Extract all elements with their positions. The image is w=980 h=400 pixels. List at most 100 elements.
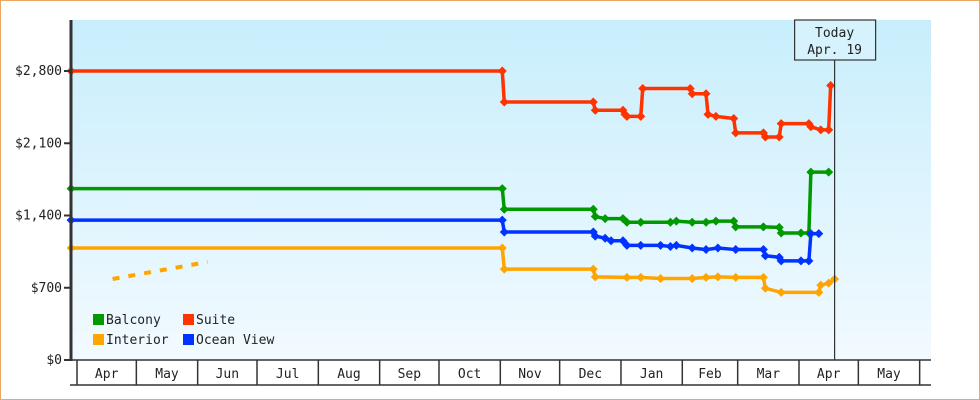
data-point[interactable] (774, 132, 784, 142)
legend-item-interior[interactable]: Interior (93, 333, 169, 348)
data-point[interactable] (636, 111, 646, 121)
data-point[interactable] (600, 214, 610, 224)
data-point[interactable] (816, 125, 826, 135)
x-tick-label: Jan (640, 367, 663, 382)
data-point[interactable] (731, 272, 741, 282)
data-point[interactable] (701, 245, 711, 255)
x-tick-label: May (877, 367, 901, 382)
data-point[interactable] (701, 217, 711, 227)
data-point[interactable] (824, 167, 834, 177)
data-point[interactable] (796, 256, 806, 266)
data-point[interactable] (776, 287, 786, 297)
legend-swatch (93, 314, 104, 325)
legend-label: Balcony (106, 313, 161, 328)
data-point[interactable] (701, 89, 711, 99)
data-point[interactable] (499, 264, 509, 274)
legend-label: Suite (196, 313, 235, 328)
data-point[interactable] (758, 272, 768, 282)
today-label: Today (815, 26, 854, 41)
data-point[interactable] (814, 287, 824, 297)
x-tick-label: Oct (458, 367, 481, 382)
legend-item-suite[interactable]: Suite (183, 313, 235, 328)
data-point[interactable] (588, 204, 598, 214)
data-point[interactable] (760, 132, 770, 142)
data-point[interactable] (499, 227, 509, 237)
data-point[interactable] (687, 217, 697, 227)
data-point[interactable] (731, 245, 741, 255)
data-point[interactable] (713, 272, 723, 282)
x-tick-label: Nov (518, 367, 542, 382)
data-point[interactable] (731, 128, 741, 138)
y-tick-label: $0 (46, 353, 62, 368)
data-point[interactable] (760, 283, 770, 293)
data-point[interactable] (711, 111, 721, 121)
data-point[interactable] (711, 216, 721, 226)
data-point[interactable] (588, 264, 598, 274)
data-point[interactable] (499, 97, 509, 107)
data-point[interactable] (636, 217, 646, 227)
y-tick-label: $2,100 (15, 136, 62, 151)
data-point[interactable] (497, 66, 507, 76)
data-point[interactable] (636, 272, 646, 282)
data-point[interactable] (806, 229, 816, 239)
series-ocean-view (66, 215, 824, 266)
data-point[interactable] (687, 273, 697, 283)
data-point[interactable] (826, 80, 836, 90)
x-tick-label: Apr (95, 367, 119, 382)
data-point[interactable] (806, 167, 816, 177)
projection-line (112, 259, 208, 281)
data-point[interactable] (590, 212, 600, 222)
legend-item-balcony[interactable]: Balcony (93, 313, 161, 328)
data-point[interactable] (590, 231, 600, 241)
data-point[interactable] (816, 280, 826, 290)
data-point[interactable] (804, 256, 814, 266)
data-point[interactable] (703, 109, 713, 119)
data-point[interactable] (729, 113, 739, 123)
legend-item-ocean-view[interactable]: Ocean View (183, 333, 274, 348)
data-point[interactable] (671, 240, 681, 250)
data-point[interactable] (622, 217, 632, 227)
data-point[interactable] (776, 228, 786, 238)
data-point[interactable] (622, 272, 632, 282)
series-balcony (66, 167, 834, 238)
legend-swatch (183, 314, 194, 325)
data-point[interactable] (606, 236, 616, 246)
today-date: Apr. 19 (807, 43, 862, 58)
today-box (794, 19, 877, 61)
data-point[interactable] (497, 243, 507, 253)
data-point[interactable] (814, 229, 824, 239)
data-point[interactable] (760, 251, 770, 261)
x-tick-label: Feb (698, 367, 722, 382)
data-point[interactable] (687, 89, 697, 99)
data-point[interactable] (776, 256, 786, 266)
data-point[interactable] (671, 216, 681, 226)
data-point[interactable] (824, 125, 834, 135)
data-point[interactable] (824, 278, 834, 288)
data-point[interactable] (497, 184, 507, 194)
data-point[interactable] (701, 272, 711, 282)
data-point[interactable] (497, 215, 507, 225)
series-suite (66, 66, 836, 142)
data-point[interactable] (638, 84, 648, 94)
data-point[interactable] (636, 240, 646, 250)
data-point[interactable] (656, 240, 666, 250)
data-point[interactable] (758, 222, 768, 232)
y-tick-label: $700 (31, 281, 62, 296)
x-tick-label: Dec (579, 367, 602, 382)
data-point[interactable] (665, 241, 675, 251)
data-point[interactable] (731, 222, 741, 232)
data-point[interactable] (622, 240, 632, 250)
data-point[interactable] (796, 228, 806, 238)
data-point[interactable] (687, 243, 697, 253)
data-point[interactable] (588, 97, 598, 107)
data-point[interactable] (499, 204, 509, 214)
data-point[interactable] (656, 273, 666, 283)
data-point[interactable] (622, 111, 632, 121)
x-tick-label: Sep (398, 367, 422, 382)
data-point[interactable] (590, 105, 600, 115)
data-point[interactable] (776, 119, 786, 129)
data-point[interactable] (590, 272, 600, 282)
data-point[interactable] (806, 122, 816, 132)
data-point[interactable] (713, 243, 723, 253)
data-point[interactable] (665, 217, 675, 227)
